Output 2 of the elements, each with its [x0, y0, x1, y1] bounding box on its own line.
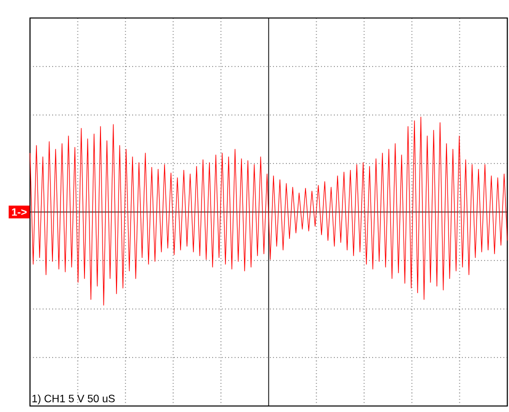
text: 1) CH1 5 V 50 uS: [32, 394, 115, 404]
annotation: 1->: [12, 208, 27, 216]
